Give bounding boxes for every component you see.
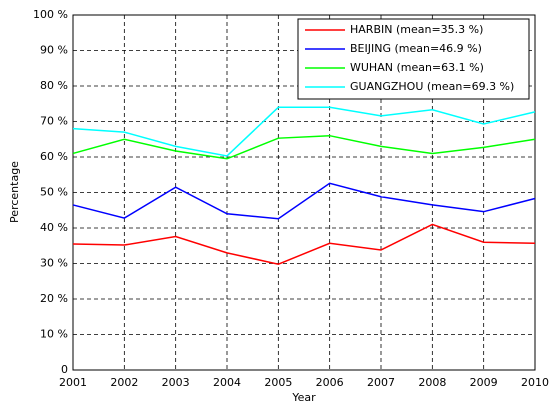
x-tick-label: 2005 [264,376,292,389]
x-tick-label: 2003 [162,376,190,389]
y-tick-label: 60 % [40,150,68,163]
y-tick-label: 10 % [40,328,68,341]
y-axis-label: Percentage [8,161,21,223]
legend-label: HARBIN (mean=35.3 %) [350,23,483,36]
line [72,182,536,220]
line [72,106,536,157]
legend-label: WUHAN (mean=63.1 %) [350,61,484,74]
y-tick-label: 40 % [40,221,68,234]
plot-frame [72,14,536,371]
x-tick-label: 2002 [110,376,138,389]
y-tick-label: 90 % [40,44,68,57]
legend-label: BEIJING (mean=46.9 %) [350,42,482,55]
x-tick-label: 2010 [521,376,549,389]
y-tick-label: 100 % [33,8,68,21]
line [72,223,536,265]
legend-label: GUANGZHOU (mean=69.3 %) [350,80,514,93]
y-tick-label: 20 % [40,292,68,305]
y-tick-label: 70 % [40,115,68,128]
y-tick-label: 30 % [40,257,68,270]
x-tick-label: 2009 [470,376,498,389]
x-axis-label: Year [291,391,316,404]
x-tick-label: 2001 [59,376,87,389]
y-tick-label: 0 [61,363,68,376]
x-tick-label: 2006 [316,376,344,389]
y-tick-label: 80 % [40,79,68,92]
line [72,134,536,160]
x-tick-label: 2008 [418,376,446,389]
legend-box [297,18,530,100]
x-tick-label: 2007 [367,376,395,389]
x-tick-label: 2004 [213,376,241,389]
y-tick-label: 50 % [40,186,68,199]
